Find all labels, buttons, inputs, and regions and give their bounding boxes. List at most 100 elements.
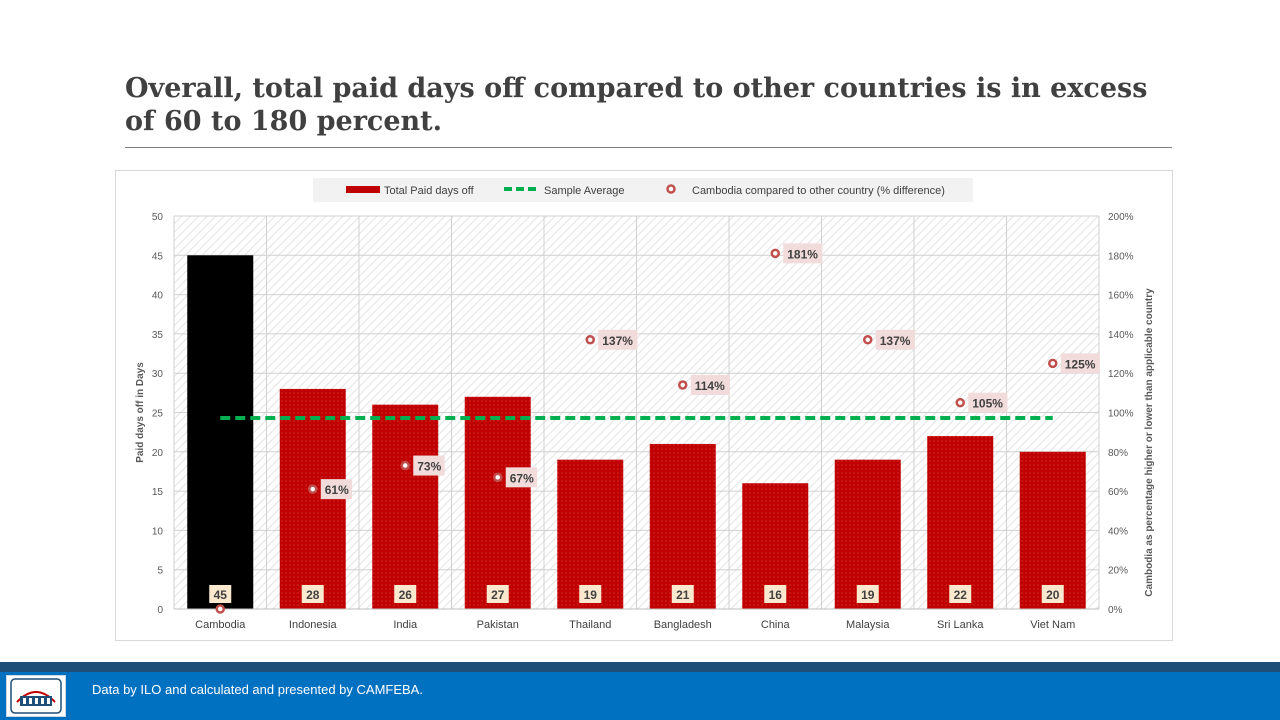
legend-box (313, 178, 973, 202)
y2-axis-tick-label: 120% (1108, 369, 1134, 380)
scatter-point (308, 484, 318, 494)
bar-highlight (187, 255, 254, 610)
slide-title: Overall, total paid days off compared to… (125, 73, 1148, 137)
y-axis-tick-label: 5 (157, 566, 163, 577)
bar (557, 459, 624, 609)
y-axis-title: Paid days off in Days (135, 362, 146, 463)
y2-axis-tick-label: 160% (1108, 291, 1134, 302)
x-axis-category-label: Pakistan (477, 619, 519, 631)
y2-axis-title: Cambodia as percentage higher or lower t… (1144, 288, 1155, 597)
legend-label-average: Sample Average (544, 185, 625, 197)
x-axis-category-label: China (761, 619, 791, 631)
legend-label-bars: Total Paid days off (384, 185, 475, 197)
scatter-point (493, 472, 503, 483)
data-label-box (949, 585, 972, 603)
y2-axis-tick-label: 40% (1108, 526, 1128, 537)
combo-chart: 0 5 10 15 20 25 30 35 40 45 50 0% 20% 40% 60% 80% 100% 12… (135, 178, 1155, 631)
bar-data-label: 27 (491, 588, 505, 602)
bar-data-label: 20 (1046, 588, 1060, 602)
x-axis-category-label: Cambodia (195, 619, 246, 631)
data-label-box (764, 585, 787, 603)
y-axis-tick-label: 45 (152, 251, 164, 262)
scatter-label-box (783, 243, 823, 264)
bar-data-label: 19 (861, 588, 875, 602)
bar (1019, 451, 1086, 609)
y-axis-tick-label: 40 (152, 291, 164, 302)
scatter-point (678, 380, 688, 390)
data-label-box (301, 585, 324, 603)
y-axis-tick-label: 0 (157, 605, 163, 616)
scatter-label-box (505, 467, 538, 488)
legend-swatch-bars (346, 186, 380, 193)
x-axis-category-label: Malaysia (846, 619, 890, 631)
bar-data-label: 16 (769, 588, 783, 602)
y-axis-tick-label: 25 (152, 409, 164, 420)
scatter-data-label: 181% (787, 247, 818, 261)
x-axis-category-label: Indonesia (289, 619, 338, 631)
footer-source-text: Data by ILO and calculated and presented… (92, 682, 423, 697)
bar (927, 436, 994, 609)
scatter-label-box (413, 455, 445, 476)
bar (834, 459, 901, 609)
data-label-box (579, 585, 602, 603)
x-axis-category-label: Sri Lanka (937, 619, 984, 631)
scatter-data-label: 114% (695, 379, 725, 393)
scatter-data-label: 137% (602, 334, 633, 348)
bar-data-label: 28 (306, 588, 320, 602)
scatter-label-box (875, 329, 915, 350)
y2-axis-tick-label: 180% (1108, 251, 1134, 262)
scatter-point (585, 335, 595, 345)
y-axis-tick-label: 10 (152, 526, 164, 537)
y-axis-tick-label: 30 (152, 369, 164, 380)
data-label-box (394, 585, 417, 603)
scatter-label-box (1060, 353, 1100, 374)
bar-data-label: 45 (214, 588, 228, 602)
organization-logo (6, 675, 66, 717)
y2-axis-tick-label: 20% (1108, 566, 1128, 577)
scatter-point (1048, 358, 1058, 369)
bar-data-label: 26 (399, 588, 413, 602)
y-axis-tick-label: 15 (152, 487, 164, 498)
y2-axis-tick-label: 60% (1108, 487, 1128, 498)
data-label-box (1041, 585, 1064, 603)
scatter-data-label: 73% (417, 460, 441, 474)
scatter-data-label: 67% (510, 471, 534, 485)
scatter-data-label: 61% (325, 483, 349, 497)
data-label-box (486, 585, 509, 603)
scatter-label-box (968, 392, 1008, 413)
bar (649, 443, 716, 609)
legend-label-markers: Cambodia compared to other country (% di… (692, 185, 945, 197)
title-divider (125, 147, 1172, 148)
scatter-label-box (598, 329, 638, 350)
scatter-data-label: 105% (972, 397, 1003, 411)
x-axis-category-label: Thailand (569, 619, 611, 631)
chart-frame: 0 5 10 15 20 25 30 35 40 45 50 0% 20% 40% 60% 80% 100% 12… (115, 170, 1173, 641)
footer-stripe (0, 662, 1280, 672)
scatter-label-box (690, 374, 730, 395)
y2-axis-tick-label: 100% (1108, 409, 1134, 420)
legend-swatch-markers (666, 184, 676, 194)
y2-axis-tick-label: 140% (1108, 330, 1134, 341)
data-label-box (209, 585, 232, 603)
scatter-point (770, 248, 780, 259)
y2-axis-tick-label: 80% (1108, 448, 1128, 459)
scatter-point (955, 397, 965, 408)
y-axis-tick-label: 50 (152, 212, 164, 223)
bar (372, 404, 439, 609)
scatter-point (863, 335, 873, 345)
bar-data-label: 22 (954, 588, 968, 602)
bar (464, 396, 531, 609)
x-axis-category-label: Bangladesh (654, 619, 712, 631)
footer-bar: Data by ILO and calculated and presented… (0, 672, 1280, 720)
y2-axis-tick-label: 200% (1108, 212, 1134, 223)
scatter-point (215, 604, 225, 614)
data-label-box (671, 585, 694, 603)
scatter-data-label: 125% (1065, 357, 1096, 371)
y-axis-tick-label: 35 (152, 330, 164, 341)
scatter-point (400, 460, 410, 471)
x-axis-category-label: India (393, 619, 418, 631)
scatter-label-box (320, 479, 353, 500)
bar-data-label: 21 (676, 588, 690, 602)
y-axis-tick-label: 20 (152, 448, 164, 459)
x-axis-category-label: Viet Nam (1030, 619, 1075, 631)
